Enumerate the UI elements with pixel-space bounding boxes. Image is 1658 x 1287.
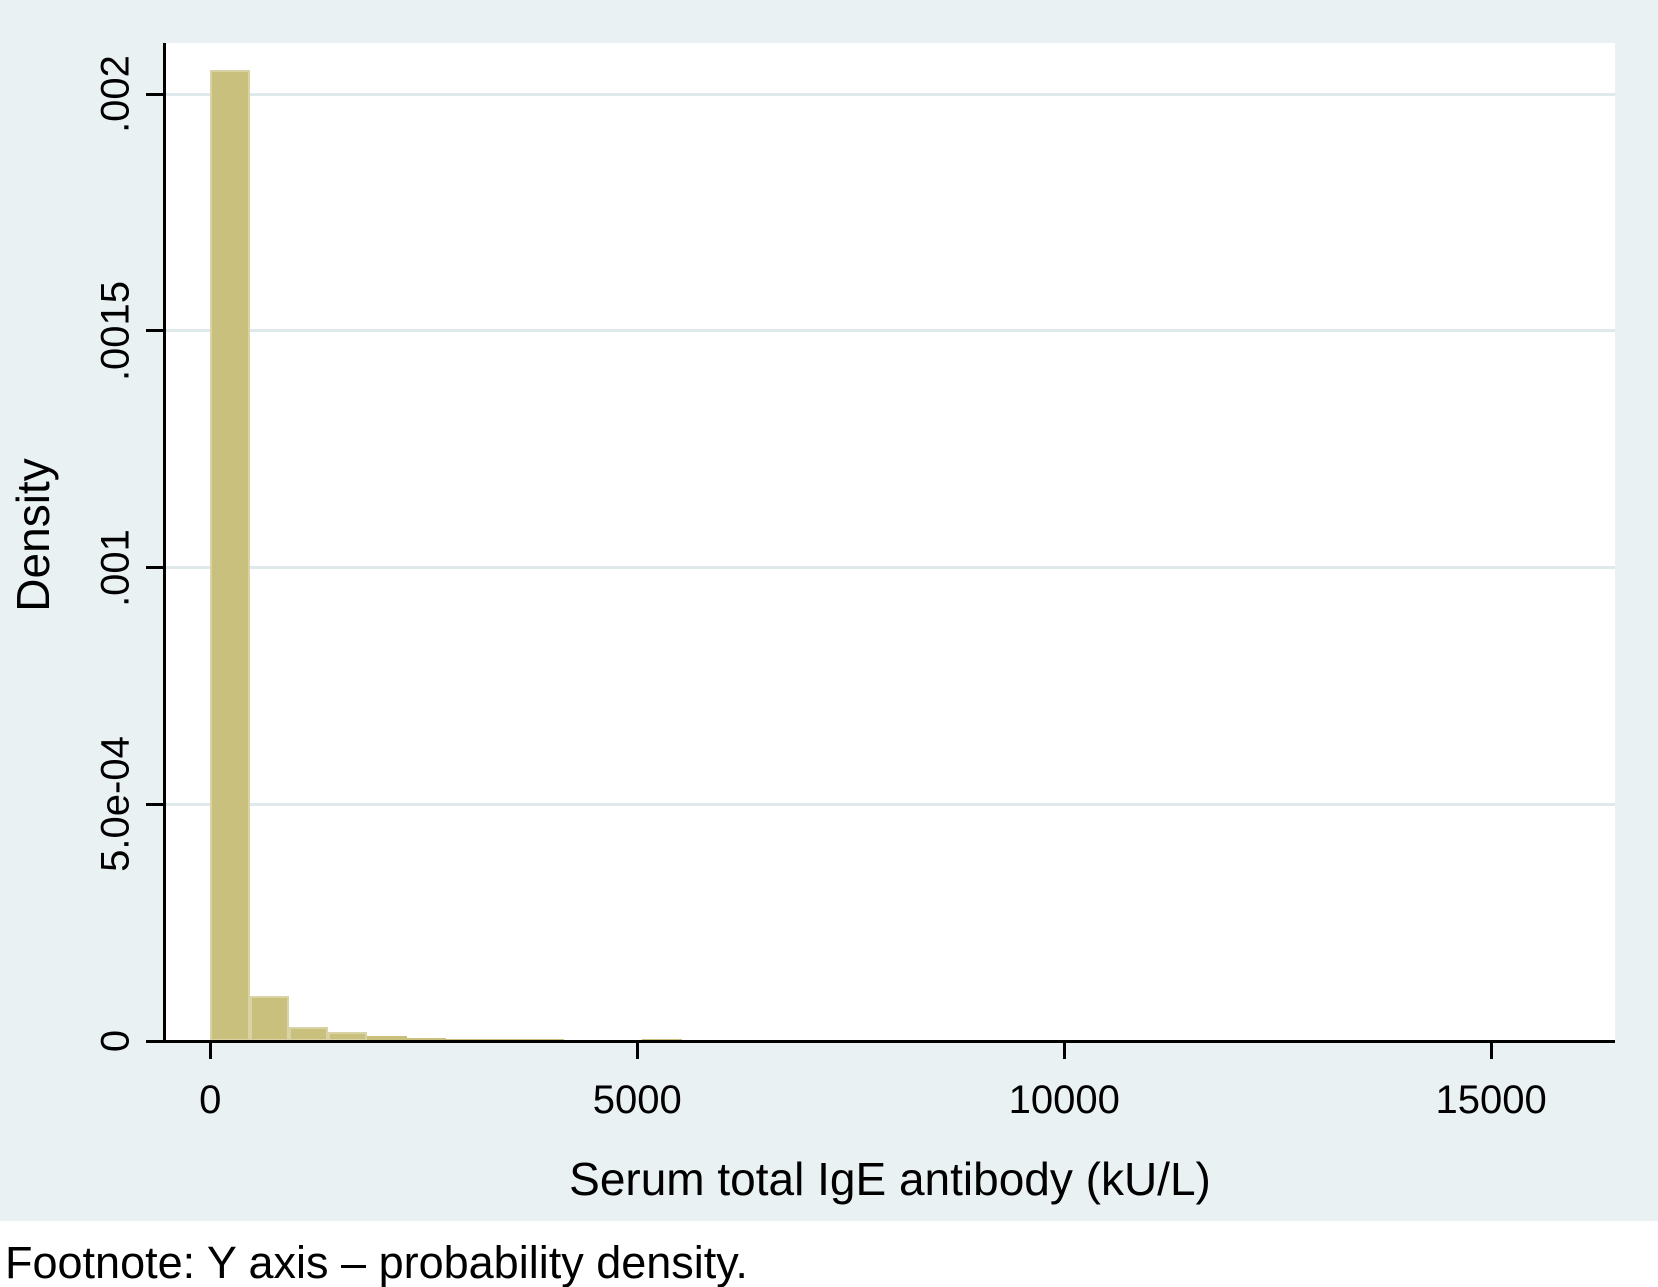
histogram-bar — [406, 1037, 446, 1041]
histogram-bar — [367, 1036, 407, 1041]
x-tick-label: 0 — [199, 1078, 222, 1122]
x-tick-label: 10000 — [1008, 1078, 1120, 1122]
horizontal-gridline — [165, 92, 1615, 96]
horizontal-gridline — [165, 802, 1615, 806]
x-axis-line — [163, 1040, 1615, 1043]
y-axis-tick — [146, 329, 164, 333]
x-axis-title: Serum total IgE antibody (kU/L) — [569, 1153, 1211, 1205]
histogram-bar — [288, 1026, 329, 1041]
y-tick-label: 5.0e-04 — [93, 736, 138, 873]
horizontal-gridline — [165, 566, 1615, 570]
horizontal-gridline — [165, 329, 1615, 333]
y-axis-tick — [146, 92, 164, 96]
y-axis-line — [163, 43, 166, 1043]
histogram-bar — [328, 1032, 368, 1041]
y-axis-tick — [146, 802, 164, 806]
y-axis-tick — [146, 566, 164, 570]
y-axis-tick — [146, 1039, 164, 1043]
y-tick-label: .0015 — [93, 280, 138, 381]
x-tick-label: 5000 — [592, 1078, 682, 1122]
x-axis-tick — [208, 1043, 212, 1059]
x-axis-tick — [635, 1043, 639, 1059]
histogram-bar — [445, 1038, 486, 1041]
footnote-strip: Footnote: Y axis – probability density. — [0, 1221, 1658, 1287]
footnote-text: Footnote: Y axis – probability density. — [5, 1237, 748, 1287]
x-axis-tick — [1062, 1043, 1066, 1059]
y-tick-label: .001 — [93, 528, 138, 607]
y-tick-label: 0 — [93, 1029, 138, 1053]
y-axis-title: Density — [7, 458, 59, 612]
x-axis-tick — [1489, 1043, 1493, 1059]
x-tick-label: 15000 — [1435, 1078, 1547, 1122]
graph-region: 0 5.0e-04 .001 .0015 .002 0 5000 10000 15000 Den… — [0, 0, 1658, 1221]
plot-area — [165, 43, 1615, 1041]
histogram-bar — [210, 70, 250, 1041]
y-tick-label: .002 — [93, 55, 138, 134]
histogram-bar — [249, 996, 289, 1041]
